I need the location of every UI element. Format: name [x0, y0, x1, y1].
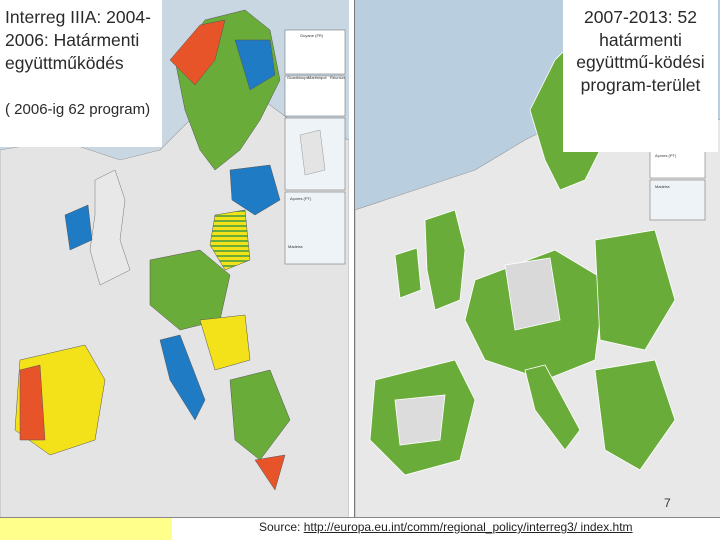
inset-label-madeira: Madeira [288, 244, 303, 249]
left-caption-subtitle: ( 2006-ig 62 program) [5, 101, 151, 118]
inset-label-acores-right: Açores (PT) [655, 153, 677, 158]
page-number: 7 [664, 496, 671, 510]
uk-region [89, 169, 131, 286]
inset-label-guadeloupe: Guadeloupe [287, 75, 310, 80]
inset-label-acores: Açores (PT) [290, 196, 312, 201]
footer-divider [0, 517, 720, 518]
right-caption-title: 2007-2013: 52 határmenti együttmű-ködési… [576, 7, 705, 95]
source-prefix: Source: [259, 520, 304, 534]
source-link[interactable]: http://europa.eu.int/comm/regional_polic… [303, 520, 633, 534]
yellow-highlight-strip [0, 518, 172, 540]
inset-label-martinique: Martinique [308, 75, 327, 80]
inset-label-madeira-right: Madeira [655, 184, 670, 189]
source-citation: Source: http://europa.eu.int/comm/region… [259, 520, 633, 534]
inset-label-reunion: Réunion [330, 75, 345, 80]
right-map-caption: 2007-2013: 52 határmenti együttmű-ködési… [563, 0, 718, 152]
left-map-caption: Interreg IIIA: 2004-2006: Határmenti egy… [0, 0, 162, 147]
left-caption-title: Interreg IIIA: 2004-2006: Határmenti egy… [5, 7, 151, 73]
inset-label-guyane: Guyane (FR) [300, 33, 324, 38]
